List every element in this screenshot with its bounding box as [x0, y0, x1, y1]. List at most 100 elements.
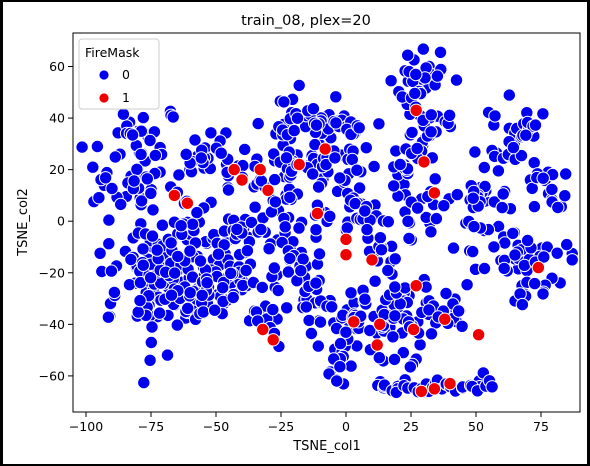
data-point-firemask-0	[254, 222, 268, 237]
data-point-firemask-1	[427, 382, 442, 396]
data-point-firemask-0	[527, 199, 542, 214]
data-point-firemask-1	[235, 173, 249, 187]
data-point-firemask-0	[130, 162, 144, 177]
data-point-firemask-0	[170, 318, 185, 332]
data-point-firemask-0	[311, 339, 325, 353]
data-point-firemask-0	[164, 288, 179, 302]
y-tick-label: −60	[39, 368, 65, 383]
data-point-firemask-0	[410, 141, 424, 156]
data-point-firemask-0	[124, 252, 138, 267]
data-point-firemask-0	[226, 290, 240, 305]
data-point-firemask-0	[283, 190, 297, 205]
data-point-firemask-1	[261, 183, 275, 198]
data-point-firemask-0	[211, 247, 226, 261]
data-point-firemask-1	[292, 157, 306, 172]
x-tick-label: −50	[203, 419, 229, 434]
data-point-firemask-0	[466, 191, 480, 205]
data-point-firemask-0	[328, 151, 342, 165]
data-point-firemask-0	[122, 278, 137, 292]
data-point-firemask-0	[105, 181, 119, 196]
data-point-firemask-0	[452, 304, 466, 318]
data-point-firemask-0	[485, 380, 499, 394]
data-point-firemask-0	[114, 197, 128, 212]
data-point-firemask-0	[299, 300, 313, 314]
data-point-firemask-0	[527, 156, 541, 170]
data-point-firemask-0	[429, 211, 444, 226]
data-point-firemask-0	[108, 150, 123, 164]
data-point-firemask-0	[101, 310, 116, 324]
data-point-firemask-0	[467, 219, 481, 234]
data-point-firemask-0	[388, 252, 402, 266]
data-point-firemask-0	[333, 336, 348, 351]
data-point-firemask-0	[143, 353, 157, 367]
x-tick-label: 50	[468, 419, 484, 434]
legend-title: FireMask	[85, 45, 140, 60]
data-point-firemask-0	[279, 151, 294, 165]
data-point-firemask-0	[309, 118, 324, 132]
y-tick-label: −20	[39, 265, 65, 280]
data-point-firemask-0	[387, 352, 402, 367]
data-point-firemask-0	[333, 171, 347, 185]
data-point-firemask-0	[216, 281, 230, 295]
data-point-firemask-0	[396, 345, 410, 360]
data-point-firemask-0	[502, 88, 516, 102]
data-point-firemask-0	[280, 301, 294, 315]
data-point-firemask-0	[437, 199, 451, 213]
data-point-firemask-0	[545, 182, 559, 197]
y-tick-label: −40	[39, 317, 65, 332]
data-point-firemask-0	[181, 301, 195, 316]
data-point-firemask-0	[309, 223, 323, 237]
data-point-firemask-0	[488, 109, 502, 123]
data-point-firemask-0	[200, 276, 214, 290]
data-point-firemask-0	[174, 219, 188, 233]
data-point-firemask-0	[537, 250, 551, 264]
data-point-firemask-0	[244, 215, 259, 230]
data-point-firemask-0	[86, 160, 100, 174]
data-point-firemask-0	[214, 146, 228, 160]
data-point-firemask-0	[204, 126, 218, 140]
data-point-firemask-0	[304, 326, 319, 341]
data-point-firemask-1	[310, 206, 325, 221]
data-point-firemask-0	[515, 297, 530, 312]
data-point-firemask-0	[359, 141, 373, 155]
data-point-firemask-1	[406, 322, 421, 337]
data-point-firemask-0	[519, 128, 533, 142]
data-point-firemask-0	[267, 261, 281, 275]
data-point-firemask-0	[372, 117, 386, 131]
data-point-firemask-0	[136, 242, 150, 256]
data-point-firemask-0	[430, 69, 445, 83]
data-point-firemask-0	[358, 204, 372, 218]
legend-label-1: 1	[122, 90, 130, 105]
data-point-firemask-0	[292, 78, 306, 93]
data-point-firemask-0	[466, 244, 480, 259]
legend-marker-0	[98, 69, 110, 81]
figure: train_08, plex=20 −100 −75 −50 −25 0 25 50 75 −…	[3, 2, 587, 464]
data-point-firemask-0	[131, 305, 145, 319]
data-point-firemask-1	[409, 103, 423, 118]
data-point-firemask-0	[134, 147, 148, 162]
data-point-firemask-0	[558, 189, 572, 203]
data-point-firemask-0	[424, 125, 438, 139]
data-point-firemask-0	[107, 285, 122, 300]
data-point-firemask-0	[325, 300, 339, 314]
data-point-firemask-0	[238, 142, 252, 157]
data-point-firemask-0	[171, 249, 185, 264]
y-axis: −60 −40 −20 0 20 40 60	[39, 59, 73, 383]
y-tick-label: 60	[49, 59, 65, 74]
data-point-firemask-0	[90, 139, 105, 154]
data-point-firemask-0	[508, 248, 522, 262]
data-point-firemask-0	[424, 327, 439, 341]
data-point-firemask-0	[460, 278, 474, 292]
data-point-firemask-1	[471, 328, 486, 342]
data-point-firemask-0	[358, 292, 372, 306]
data-point-firemask-0	[384, 74, 398, 88]
data-point-firemask-0	[520, 233, 535, 248]
data-point-firemask-0	[221, 183, 236, 197]
data-point-firemask-0	[393, 157, 407, 172]
data-point-firemask-0	[125, 128, 140, 142]
data-point-firemask-0	[528, 118, 543, 132]
data-point-firemask-0	[271, 283, 285, 298]
data-point-firemask-0	[360, 222, 374, 237]
data-point-firemask-0	[491, 164, 506, 178]
legend: FireMask 0 1	[78, 38, 160, 110]
